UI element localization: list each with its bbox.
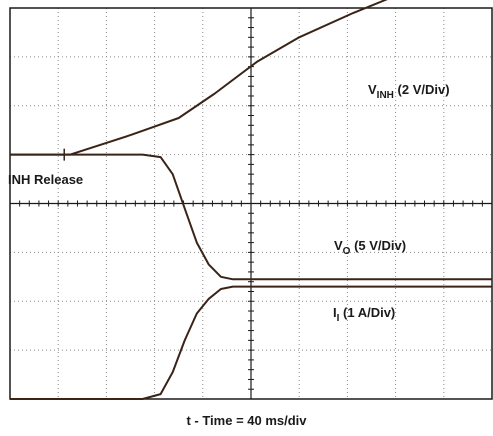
trace-label-2: VO (5 V/Div) xyxy=(334,238,406,257)
x-axis-label: t - Time = 40 ms/div xyxy=(186,413,307,428)
trace-label-1: VINH (2 V/Div) xyxy=(368,82,450,101)
trace-3 xyxy=(10,285,492,400)
traces xyxy=(10,0,492,400)
trace-2 xyxy=(10,153,492,281)
grid xyxy=(9,7,493,400)
plot-frame xyxy=(9,7,493,400)
annotations: VINH (2 V/Div) VO (5 V/Div) II (1 A/Div) IN… xyxy=(8,82,450,324)
trace-1 xyxy=(10,0,388,156)
inh-release-label: INH Release xyxy=(8,172,83,187)
trace-label-3: II (1 A/Div) xyxy=(333,305,395,324)
